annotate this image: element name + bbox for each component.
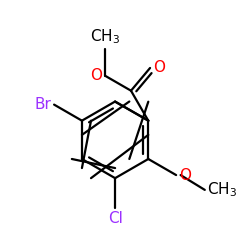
Text: O: O <box>90 68 102 83</box>
Text: CH$_3$: CH$_3$ <box>207 180 238 199</box>
Text: CH$_3$: CH$_3$ <box>90 27 120 46</box>
Text: O: O <box>153 60 165 76</box>
Text: Br: Br <box>35 97 51 112</box>
Text: O: O <box>179 168 191 182</box>
Text: Cl: Cl <box>108 211 122 226</box>
